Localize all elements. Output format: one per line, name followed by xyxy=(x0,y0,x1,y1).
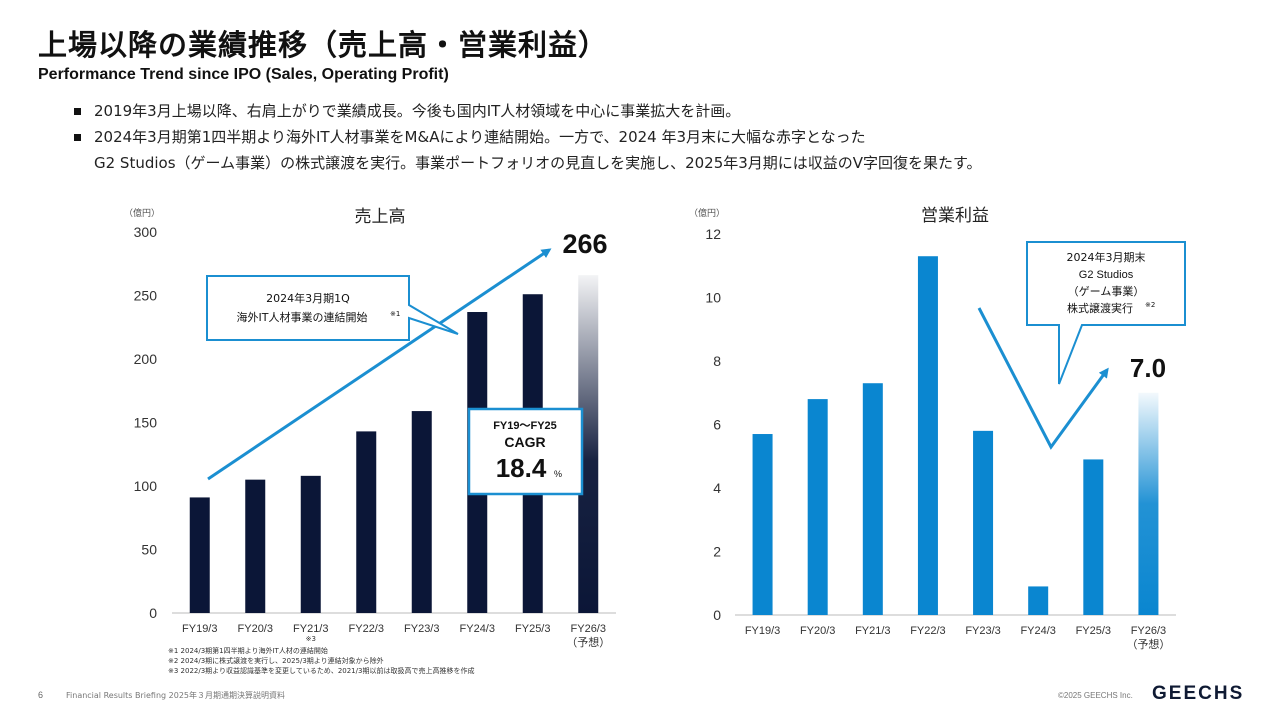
y-tick-label: 2 xyxy=(713,544,721,560)
y-tick-label: 0 xyxy=(149,605,157,621)
y-tick-label: 50 xyxy=(141,542,157,558)
x-tick-sublabel: （予想） xyxy=(566,635,610,649)
y-tick-label: 0 xyxy=(713,607,721,623)
profit-callout: 2024年3月期末 G2 Studios （ゲーム事業） 株式譲渡実行 ※2 xyxy=(1026,241,1186,385)
cagr-value: 18.4 xyxy=(496,453,547,483)
sales-callout-line1: 2024年3月期1Q xyxy=(266,291,350,305)
y-tick-label: 100 xyxy=(134,478,158,494)
y-tick-label: 200 xyxy=(134,351,158,367)
page-number: 6 xyxy=(38,690,44,700)
x-tick-label: FY19/3 xyxy=(745,625,780,637)
profit-callout-line1: 2024年3月期末 xyxy=(1067,250,1146,264)
cagr-box: FY19～FY25 CAGR 18.4 % xyxy=(467,407,584,496)
sales-callout-box xyxy=(206,275,459,341)
profit-unit-label: （億円） xyxy=(689,207,725,219)
bar-FY26-3 xyxy=(578,275,599,613)
footnote-1: ※1 2024/3期第1四半期より海外IT人材の連結開始 xyxy=(168,647,328,655)
bullet-text: G2 Studios（ゲーム事業）の株式譲渡を実行。事業ポートフォリオの見直しを… xyxy=(94,154,982,172)
bullet-list: 2019年3月上場以降、右肩上がりで業績成長。今後も国内IT人材領域を中心に事業… xyxy=(74,98,1254,176)
bar-FY22-3 xyxy=(917,256,938,615)
bullet-item: 2019年3月上場以降、右肩上がりで業績成長。今後も国内IT人材領域を中心に事業… xyxy=(74,98,1254,124)
x-tick-label: FY20/3 xyxy=(238,623,273,635)
x-tick-label: FY23/3 xyxy=(965,625,1000,637)
x-tick-sublabel: （予想） xyxy=(1126,637,1170,651)
bullet-text: 2019年3月上場以降、右肩上がりで業績成長。今後も国内IT人材領域を中心に事業… xyxy=(94,102,741,120)
sales-unit-label: （億円） xyxy=(124,207,160,219)
profit-chart: 0 2 4 6 8 10 12 FY19/3 FY20/3 FY21/3 FY22/3 FY23/3 F… xyxy=(705,226,1176,651)
footnote-2: ※2 2024/3期に株式譲渡を実行し、2025/3期より連結対象から除外 xyxy=(168,657,384,665)
profit-chart-title: 営業利益 xyxy=(921,206,989,226)
y-tick-label: 150 xyxy=(134,415,158,431)
x-tick-label: FY25/3 xyxy=(515,623,550,635)
bullet-square-icon xyxy=(74,108,81,115)
bar-FY21-3 xyxy=(862,383,883,615)
x-tick-label: FY22/3 xyxy=(910,625,945,637)
bar-FY24-3 xyxy=(1028,586,1049,615)
x-tick-label: FY24/3 xyxy=(1020,625,1055,637)
x-tick-label: FY22/3 xyxy=(349,623,384,635)
bar-FY20-3 xyxy=(807,399,828,615)
company-logo: GEECHS xyxy=(1152,683,1245,704)
x-tick-label: FY20/3 xyxy=(800,625,835,637)
bar-FY25-3 xyxy=(1083,459,1104,615)
x-tick-label: FY23/3 xyxy=(404,623,439,635)
x-tick-sublabel: ※3 xyxy=(306,635,316,643)
y-tick-label: 250 xyxy=(134,288,158,304)
y-tick-label: 4 xyxy=(713,480,721,496)
x-tick-label: FY21/3 xyxy=(855,625,890,637)
page-subtitle: Performance Trend since IPO (Sales, Oper… xyxy=(38,66,449,83)
bar-FY22-3 xyxy=(356,431,377,613)
profit-recovery-arrow xyxy=(977,307,1109,450)
y-tick-label: 300 xyxy=(134,224,158,240)
footer-doc-title: Financial Results Briefing 2025年３月期通期決算説… xyxy=(66,691,286,700)
profit-callout-line4: 株式譲渡実行 xyxy=(1067,301,1133,315)
bar-FY19-3 xyxy=(189,497,210,613)
bar-FY19-3 xyxy=(752,434,773,615)
profit-callout-line2: G2 Studios xyxy=(1079,269,1134,281)
sales-chart-title: 売上高 xyxy=(355,207,406,227)
x-tick-label: FY24/3 xyxy=(460,623,495,635)
x-tick-label: FY25/3 xyxy=(1076,625,1111,637)
bar-FY21-3 xyxy=(300,475,321,613)
page-title: 上場以降の業績推移（売上高・営業利益） xyxy=(38,28,609,62)
sales-callout: 2024年3月期1Q 海外IT人材事業の連結開始 ※1 xyxy=(206,275,459,341)
footer-copyright: ©2025 GEECHS Inc. xyxy=(1058,691,1133,700)
cagr-unit: % xyxy=(554,469,562,479)
bullet-square-icon xyxy=(74,134,81,141)
bullet-text: 2024年3月期第1四半期より海外IT人材事業をM&Aにより連結開始。一方で、2… xyxy=(94,128,866,146)
x-tick-label: FY21/3 xyxy=(293,623,328,635)
profit-callout-note: ※2 xyxy=(1145,301,1155,309)
profit-callout-line3: （ゲーム事業） xyxy=(1068,285,1145,298)
sales-callout-note: ※1 xyxy=(390,310,400,318)
bullet-item: 2024年3月期第1四半期より海外IT人材事業をM&Aにより連結開始。一方で、2… xyxy=(74,124,1254,176)
y-tick-label: 10 xyxy=(705,290,721,306)
bar-FY23-3 xyxy=(411,411,432,613)
sales-callout-line2: 海外IT人材事業の連結開始 xyxy=(237,310,368,324)
cagr-box-frame xyxy=(467,407,584,496)
profit-callout-box xyxy=(1026,241,1186,385)
x-tick-label: FY19/3 xyxy=(182,623,217,635)
bar-FY23-3 xyxy=(973,430,994,615)
x-tick-label: FY26/3 xyxy=(571,623,606,635)
x-tick-label: FY26/3 xyxy=(1131,625,1166,637)
sales-growth-arrow xyxy=(207,248,552,481)
bar-FY20-3 xyxy=(245,479,266,613)
footnotes: ※1 2024/3期第1四半期より海外IT人材の連結開始 ※2 2024/3期に… xyxy=(168,646,474,676)
cagr-period: FY19～FY25 xyxy=(493,420,557,432)
sales-forecast-value: 266 xyxy=(562,229,607,259)
y-tick-label: 12 xyxy=(705,226,721,242)
y-tick-label: 6 xyxy=(713,417,721,433)
y-tick-label: 8 xyxy=(713,353,721,369)
profit-forecast-value: 7.0 xyxy=(1130,353,1166,383)
bar-FY26-3 xyxy=(1138,392,1159,615)
footnote-3: ※3 2022/3期より収益認識基準を変更しているため、2021/3期以前は取扱… xyxy=(168,667,475,675)
cagr-label: CAGR xyxy=(504,434,545,450)
